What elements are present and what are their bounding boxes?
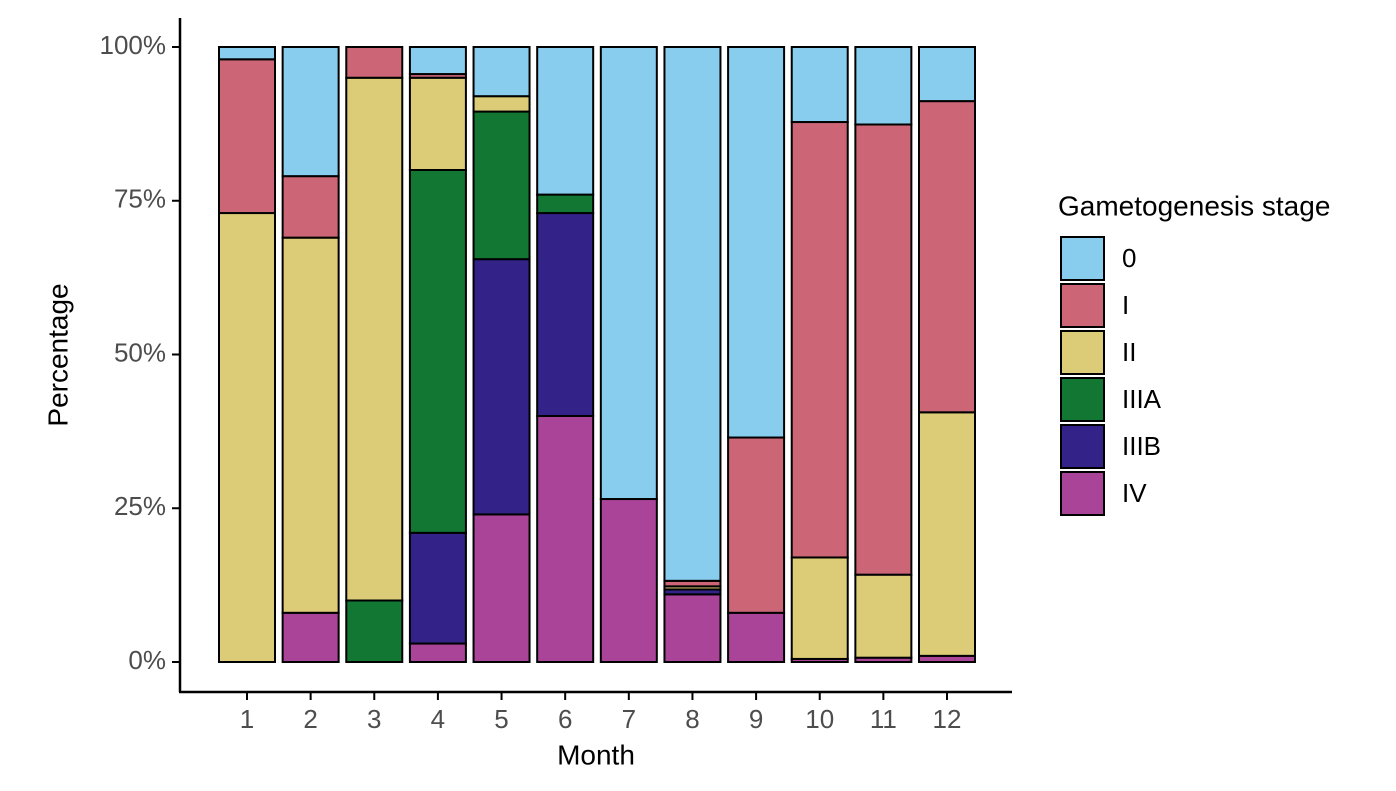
bar-segment [536,46,595,196]
legend-key [1060,283,1105,328]
bar-segment [218,46,276,61]
legend-label: IIIB [1122,431,1161,461]
bar-segment [472,95,531,113]
bar-segment [790,121,849,559]
x-tick-label: 2 [303,704,317,734]
x-tick-label: 6 [558,704,572,734]
legend-key [1060,377,1105,422]
bar-segment [408,642,467,663]
y-tick-label: 75% [114,184,166,214]
x-axis-title: Month [557,739,635,770]
legend-key [1060,471,1105,516]
bar-segment [663,593,722,663]
x-tick-label: 5 [494,704,508,734]
bar-segment [918,411,976,657]
bar-segment [790,556,849,660]
x-tick-label: 7 [622,704,636,734]
legend-title: Gametogenesis stage [1058,190,1330,221]
bar-segment [345,599,404,663]
bar-segment [536,193,595,215]
bar-segment [727,46,786,439]
bar-segment [281,46,340,178]
bar-segment [536,212,595,417]
x-tick-label: 1 [240,704,254,734]
y-tick-label: 100% [100,30,167,60]
bar-segment [854,46,913,126]
bar-segment [408,46,467,76]
bar-segment [854,123,913,576]
bar-segment [472,258,531,516]
bar-segment [663,46,722,582]
x-tick-label: 3 [367,704,381,734]
bar-segment [281,236,340,614]
legend-label: I [1122,290,1129,320]
legend-key [1060,424,1105,469]
bar-segment [854,573,913,659]
bar-segment [218,58,276,215]
legend-key [1060,330,1105,375]
bar-segment [408,169,467,534]
x-tick-label: 11 [870,704,897,734]
legend-key [1060,236,1105,281]
bar-segment [345,46,404,79]
x-tick-label: 4 [431,704,445,734]
bar-segment [408,76,467,171]
bar-segment [727,436,786,614]
legend-label: IV [1122,478,1147,508]
bar-segment [345,76,404,602]
bar-segment [727,611,786,663]
bar-segment [599,498,658,663]
bar-segment [472,46,531,98]
bar-segment [790,46,849,124]
bar-segment [536,415,595,663]
y-tick-label: 25% [114,491,166,521]
bar-segment [408,531,467,645]
legend-label: 0 [1122,243,1136,273]
bar-segment [218,212,276,664]
bar-segment [281,611,340,663]
x-tick-label: 12 [933,704,962,734]
y-axis-title: Percentage [42,283,73,426]
bar-segment [599,46,658,501]
bar-segment [918,46,976,103]
bar-segment [472,110,531,261]
y-tick-label: 0% [128,645,166,675]
x-tick-label: 10 [805,704,834,734]
bar-segment [918,100,976,414]
x-tick-label: 9 [749,704,763,734]
y-tick-label: 50% [114,337,166,367]
x-tick-label: 8 [685,704,699,734]
legend-label: IIIA [1122,384,1162,414]
legend-label: II [1122,337,1136,367]
bar-segment [472,513,531,664]
bar-segment [281,175,340,239]
